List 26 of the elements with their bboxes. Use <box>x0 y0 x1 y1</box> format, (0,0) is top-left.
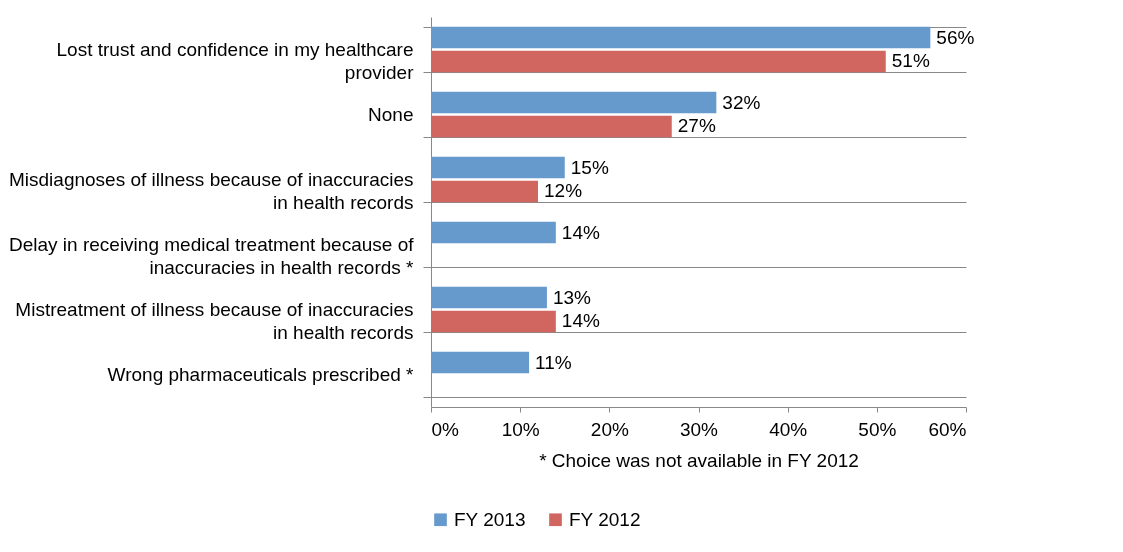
x-tick-label: 30% <box>679 418 719 440</box>
x-tick-label: 10% <box>501 418 540 440</box>
y-tick-label: Misdiagnoses of illness because of inaccuracies in health records <box>9 169 414 213</box>
data-label: 51% <box>891 50 930 72</box>
data-label: 56% <box>936 26 975 48</box>
data-label: 12% <box>544 180 583 202</box>
data-label: 14% <box>561 310 600 332</box>
legend-label: FY 2012 <box>569 508 641 530</box>
data-label: 11% <box>535 351 572 373</box>
data-label: 27% <box>677 115 716 137</box>
x-tick-label: 60% <box>928 418 967 440</box>
y-tick-label: Delay in receiving medical treatment because of inaccuracies in health records * <box>9 234 415 278</box>
legend-label: FY 2013 <box>454 508 526 530</box>
y-tick-label: Wrong pharmaceuticals prescribed * <box>107 364 415 385</box>
y-tick-label: Lost trust and confidence in my healthcare provider <box>56 39 415 83</box>
x-axis-title: * Choice was not available in FY 2012 <box>539 449 859 471</box>
data-label: 14% <box>561 221 600 243</box>
y-tick-label: Mistreatment of illness because of inaccuracies in health records <box>15 299 414 343</box>
data-label: 15% <box>570 156 609 178</box>
x-tick-label: 20% <box>590 418 629 440</box>
data-label: 32% <box>722 91 761 113</box>
x-tick-label: 0% <box>431 418 460 440</box>
x-tick-label: 50% <box>858 418 897 440</box>
x-tick-label: 40% <box>769 418 808 440</box>
y-tick-label: None <box>368 104 414 125</box>
data-label: 13% <box>552 286 592 308</box>
